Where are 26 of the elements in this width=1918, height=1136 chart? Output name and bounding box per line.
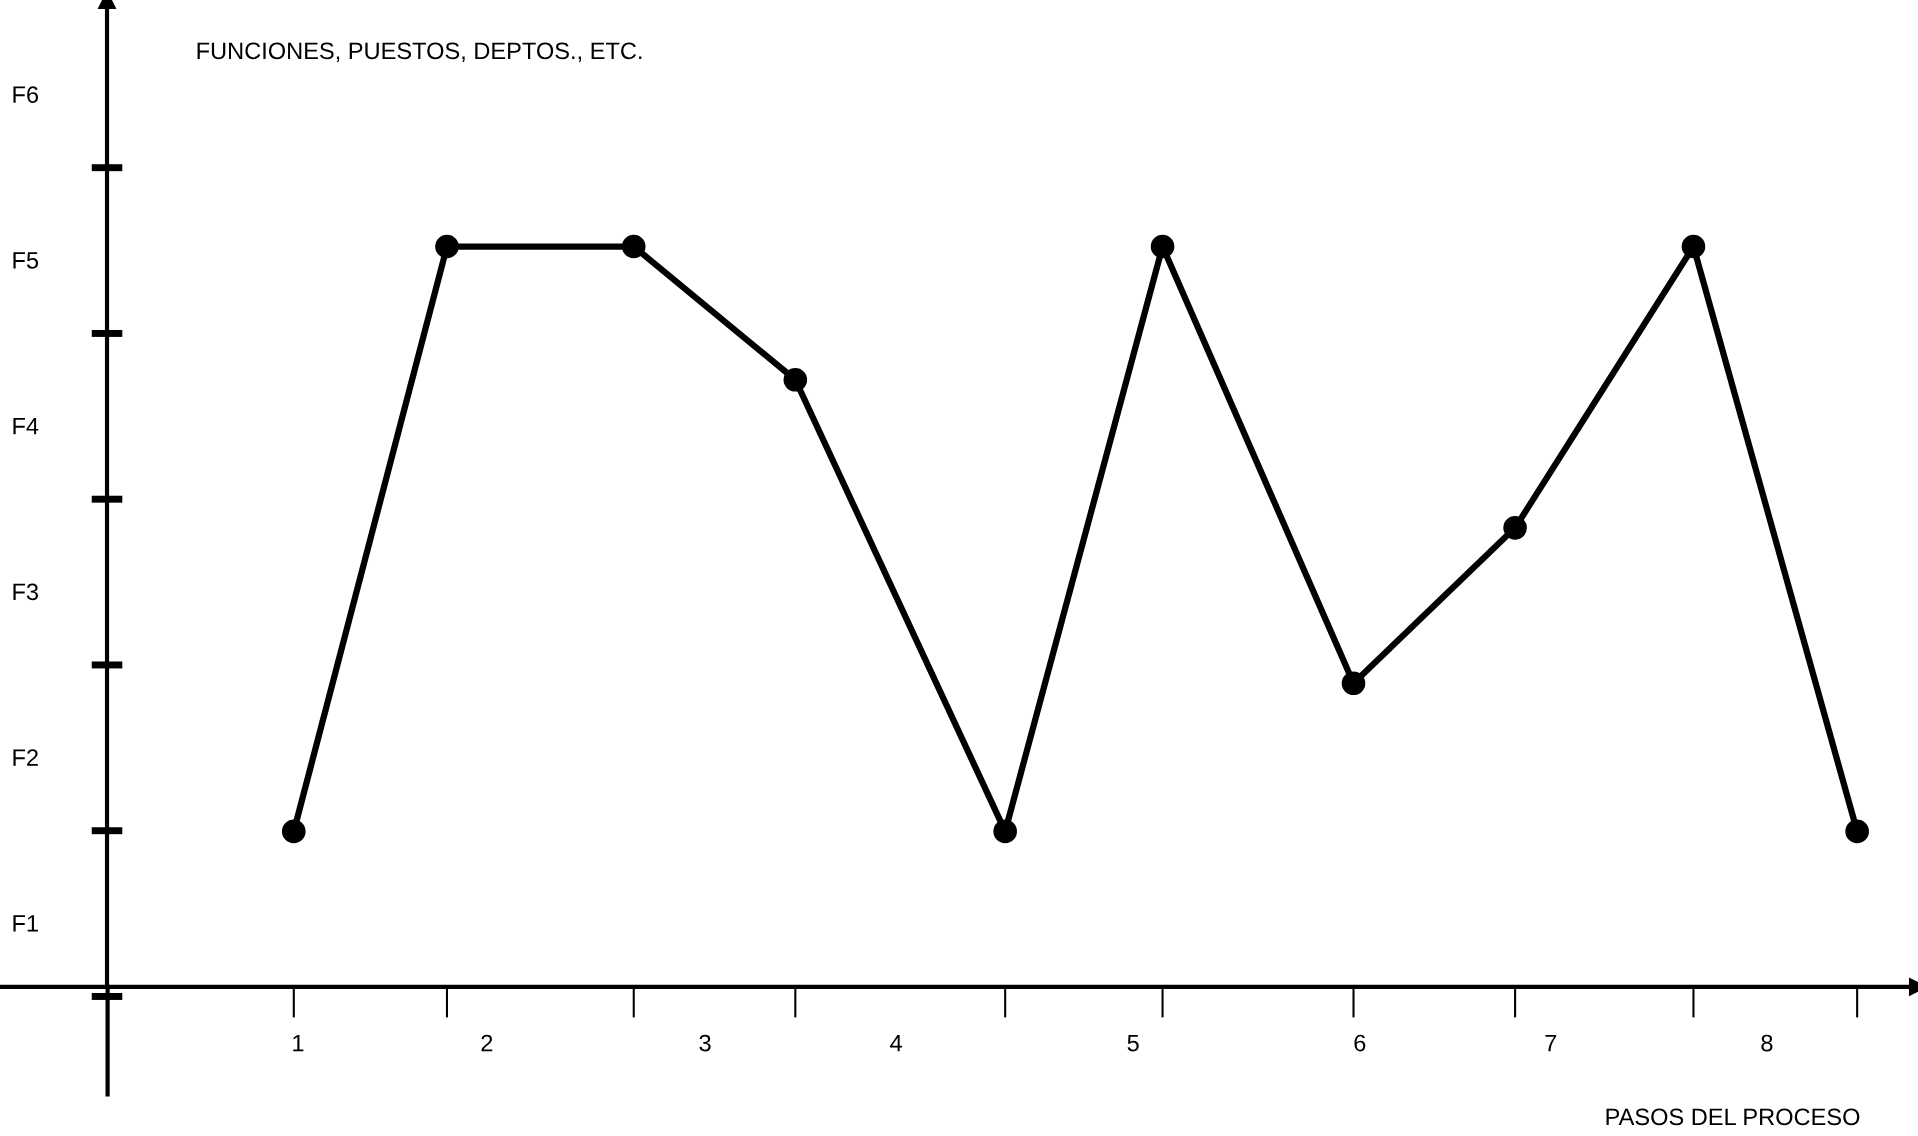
x-tick-label: 4	[890, 1034, 902, 1052]
point	[1150, 234, 1175, 259]
annotation: F4	[13, 417, 39, 435]
point	[621, 234, 646, 259]
point	[1503, 516, 1527, 540]
annotation: F5	[13, 252, 39, 269]
point	[783, 367, 808, 392]
x-tick-label: 1	[293, 1034, 304, 1052]
point	[1681, 234, 1706, 259]
point	[1341, 671, 1366, 696]
x-tick-label: 8	[1761, 1034, 1773, 1052]
point	[1845, 819, 1869, 844]
annotation: F2	[13, 749, 38, 766]
x-tick-label: 5	[1127, 1034, 1139, 1052]
x-tick-label: 3	[699, 1034, 711, 1052]
point	[281, 819, 306, 844]
x-axis-title: PASOS DEL PROCESO	[1606, 1108, 1860, 1126]
text: F6	[13, 86, 39, 103]
chart-title: FUNCIONES, PUESTOS, DEPTOS., ETC.	[197, 42, 642, 62]
point	[435, 234, 459, 259]
x-tick-label: 2	[481, 1034, 493, 1052]
x-tick-label: 6	[1354, 1034, 1366, 1052]
annotation: F1	[13, 915, 38, 932]
x-tick-label: 7	[1545, 1034, 1557, 1052]
annotation: F3	[13, 583, 39, 601]
point	[993, 819, 1017, 844]
